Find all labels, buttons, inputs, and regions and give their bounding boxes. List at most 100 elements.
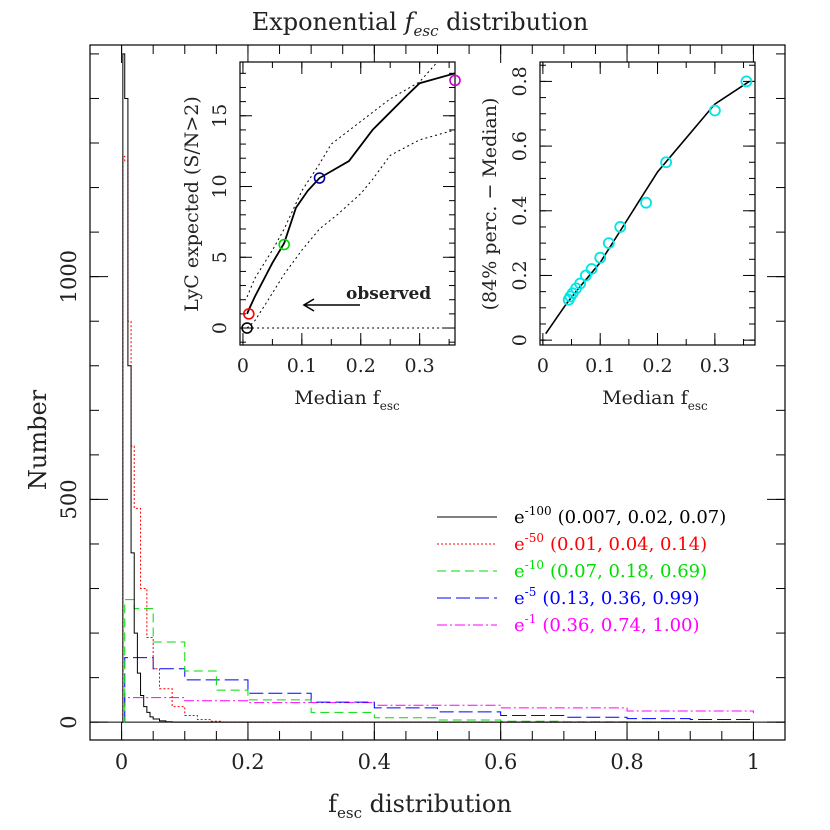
inset1-marker [449,74,461,87]
legend-base: e [514,615,525,636]
legend-entry: e-100 (0.007, 0.02, 0.07) [514,504,726,528]
inset1-upper-bound [246,61,438,298]
main-xtick-label: 1 [747,750,760,774]
inset2-y-axis-label: (84% perc. − Median) [479,98,501,311]
inset2-point [585,263,598,275]
series-e-100 [121,53,754,723]
main-series-group [90,53,785,723]
inset2-point [708,104,721,117]
series-e-10 [121,599,754,723]
legend-params: (0.36, 0.74, 1.00) [542,615,699,636]
inset2-xtick-label: 0.3 [700,355,730,377]
legend-entry: e-5 (0.13, 0.36, 0.99) [514,585,700,609]
inset2-axis-ticks: 0 0.1 0.2 0.3 0 0.2 0.4 0.6 0.8 [509,62,755,377]
observed-arrow [302,298,360,312]
inset2-xlabel-sub: esc [688,399,708,413]
legend-base: e [514,534,525,555]
inset-lyc-expected: 0 0.1 0.2 0.3 0 5 10 15 LyC expected (S/N>2) Me… [181,61,461,413]
inset1-xtick-label: 0.3 [405,355,435,377]
observed-annotation: observed [346,284,431,304]
legend-params: (0.007, 0.02, 0.07) [558,507,727,528]
inset2-xtick-label: 0.2 [642,355,672,377]
legend-entry: e-50 (0.01, 0.04, 0.14) [514,531,707,555]
inset2-ytick-label: 0.2 [509,260,531,290]
inset1-frame [239,61,456,346]
main-title-prefix: Exponential [252,8,405,36]
inset1-ytick-label: 15 [209,104,231,128]
inset1-median-curve [246,72,456,315]
inset1-marker [241,322,253,334]
legend-exponent: -10 [525,558,544,572]
inset1-xtick-label: 0.2 [346,355,376,377]
inset1-xtick-label: 0.1 [287,355,317,377]
main-xtick-label: 0.8 [610,750,643,774]
inset1-series-group [241,61,461,334]
inset1-lower-bound [246,129,456,329]
inset2-ytick-label: 0.4 [509,196,531,226]
legend-exponent: -50 [525,531,544,545]
main-xlabel-var: f [328,790,339,818]
inset2-xtick-label: 0.1 [585,355,615,377]
legend-base: e [514,507,525,528]
inset2-point [660,156,673,169]
inset1-y-axis-label: LyC expected (S/N>2) [181,96,203,312]
inset-84-percentile: 0 0.1 0.2 0.3 0 0.2 0.4 0.6 0.8 (84% perc. − Med… [479,61,756,413]
inset2-xtick-label: 0 [537,355,549,377]
inset1-x-axis-label: Median fesc [294,387,400,413]
inset2-trend-line [545,80,750,335]
inset2-point [640,196,652,209]
main-y-axis-label: Number [24,389,52,490]
inset2-ytick-label: 0.6 [509,131,531,161]
legend-params: (0.07, 0.18, 0.69) [550,561,707,582]
legend-entry: e-1 (0.36, 0.74, 1.00) [514,612,700,636]
main-ytick-label: 1000 [57,250,81,303]
inset2-point [579,269,592,282]
main-ytick-label: 500 [57,479,81,519]
main-xtick-label: 0.2 [231,750,264,774]
legend-base: e [514,561,525,582]
inset1-ytick-label: 5 [209,251,231,263]
legend-entry: e-10 (0.07, 0.18, 0.69) [514,558,707,582]
inset1-xlabel-sub: esc [380,399,400,413]
inset2-point [564,290,577,303]
main-x-axis-label: fesc distribution [328,790,512,822]
series-e-5 [121,657,754,723]
legend-params: (0.01, 0.04, 0.14) [550,534,707,555]
inset1-marker [243,308,255,320]
main-xtick-label: 0 [115,750,128,774]
inset1-ytick-label: 0 [209,322,231,334]
inset2-xlabel-prefix: Median f [602,387,690,409]
main-xtick-label: 0.4 [358,750,391,774]
inset2-point [740,75,753,88]
legend-params: (0.13, 0.36, 0.99) [542,588,699,609]
inset2-x-axis-label: Median fesc [602,387,708,413]
inset2-ytick-label: 0 [509,334,531,346]
main-xlabel-sub: esc [337,804,362,822]
legend: e-100 (0.007, 0.02, 0.07)e-50 (0.01, 0.04,… [437,504,726,636]
series-e-50 [121,155,754,723]
inset2-point [602,237,615,250]
main-title-sub: esc [414,22,440,40]
legend-exponent: -1 [525,612,537,626]
main-xlabel-suffix: distribution [362,790,512,818]
main-ytick-label: 0 [57,715,81,728]
inset2-point [614,221,627,233]
legend-exponent: -5 [525,585,537,599]
inset1-xlabel-prefix: Median f [294,387,382,409]
legend-base: e [514,588,525,609]
inset1-xtick-label: 0 [237,355,249,377]
inset2-ytick-label: 0.8 [509,66,531,96]
inset1-marker [313,172,326,184]
inset2-point [594,251,607,264]
main-title: Exponential fesc distribution [252,8,589,40]
inset2-point [574,277,587,290]
series-e-1 [121,697,754,723]
inset1-ytick-label: 10 [209,174,231,198]
main-title-suffix: distribution [438,8,588,36]
main-xtick-label: 0.6 [484,750,517,774]
legend-exponent: -100 [525,504,552,518]
inset1-marker [278,238,290,251]
inset2-series-group [545,75,753,335]
